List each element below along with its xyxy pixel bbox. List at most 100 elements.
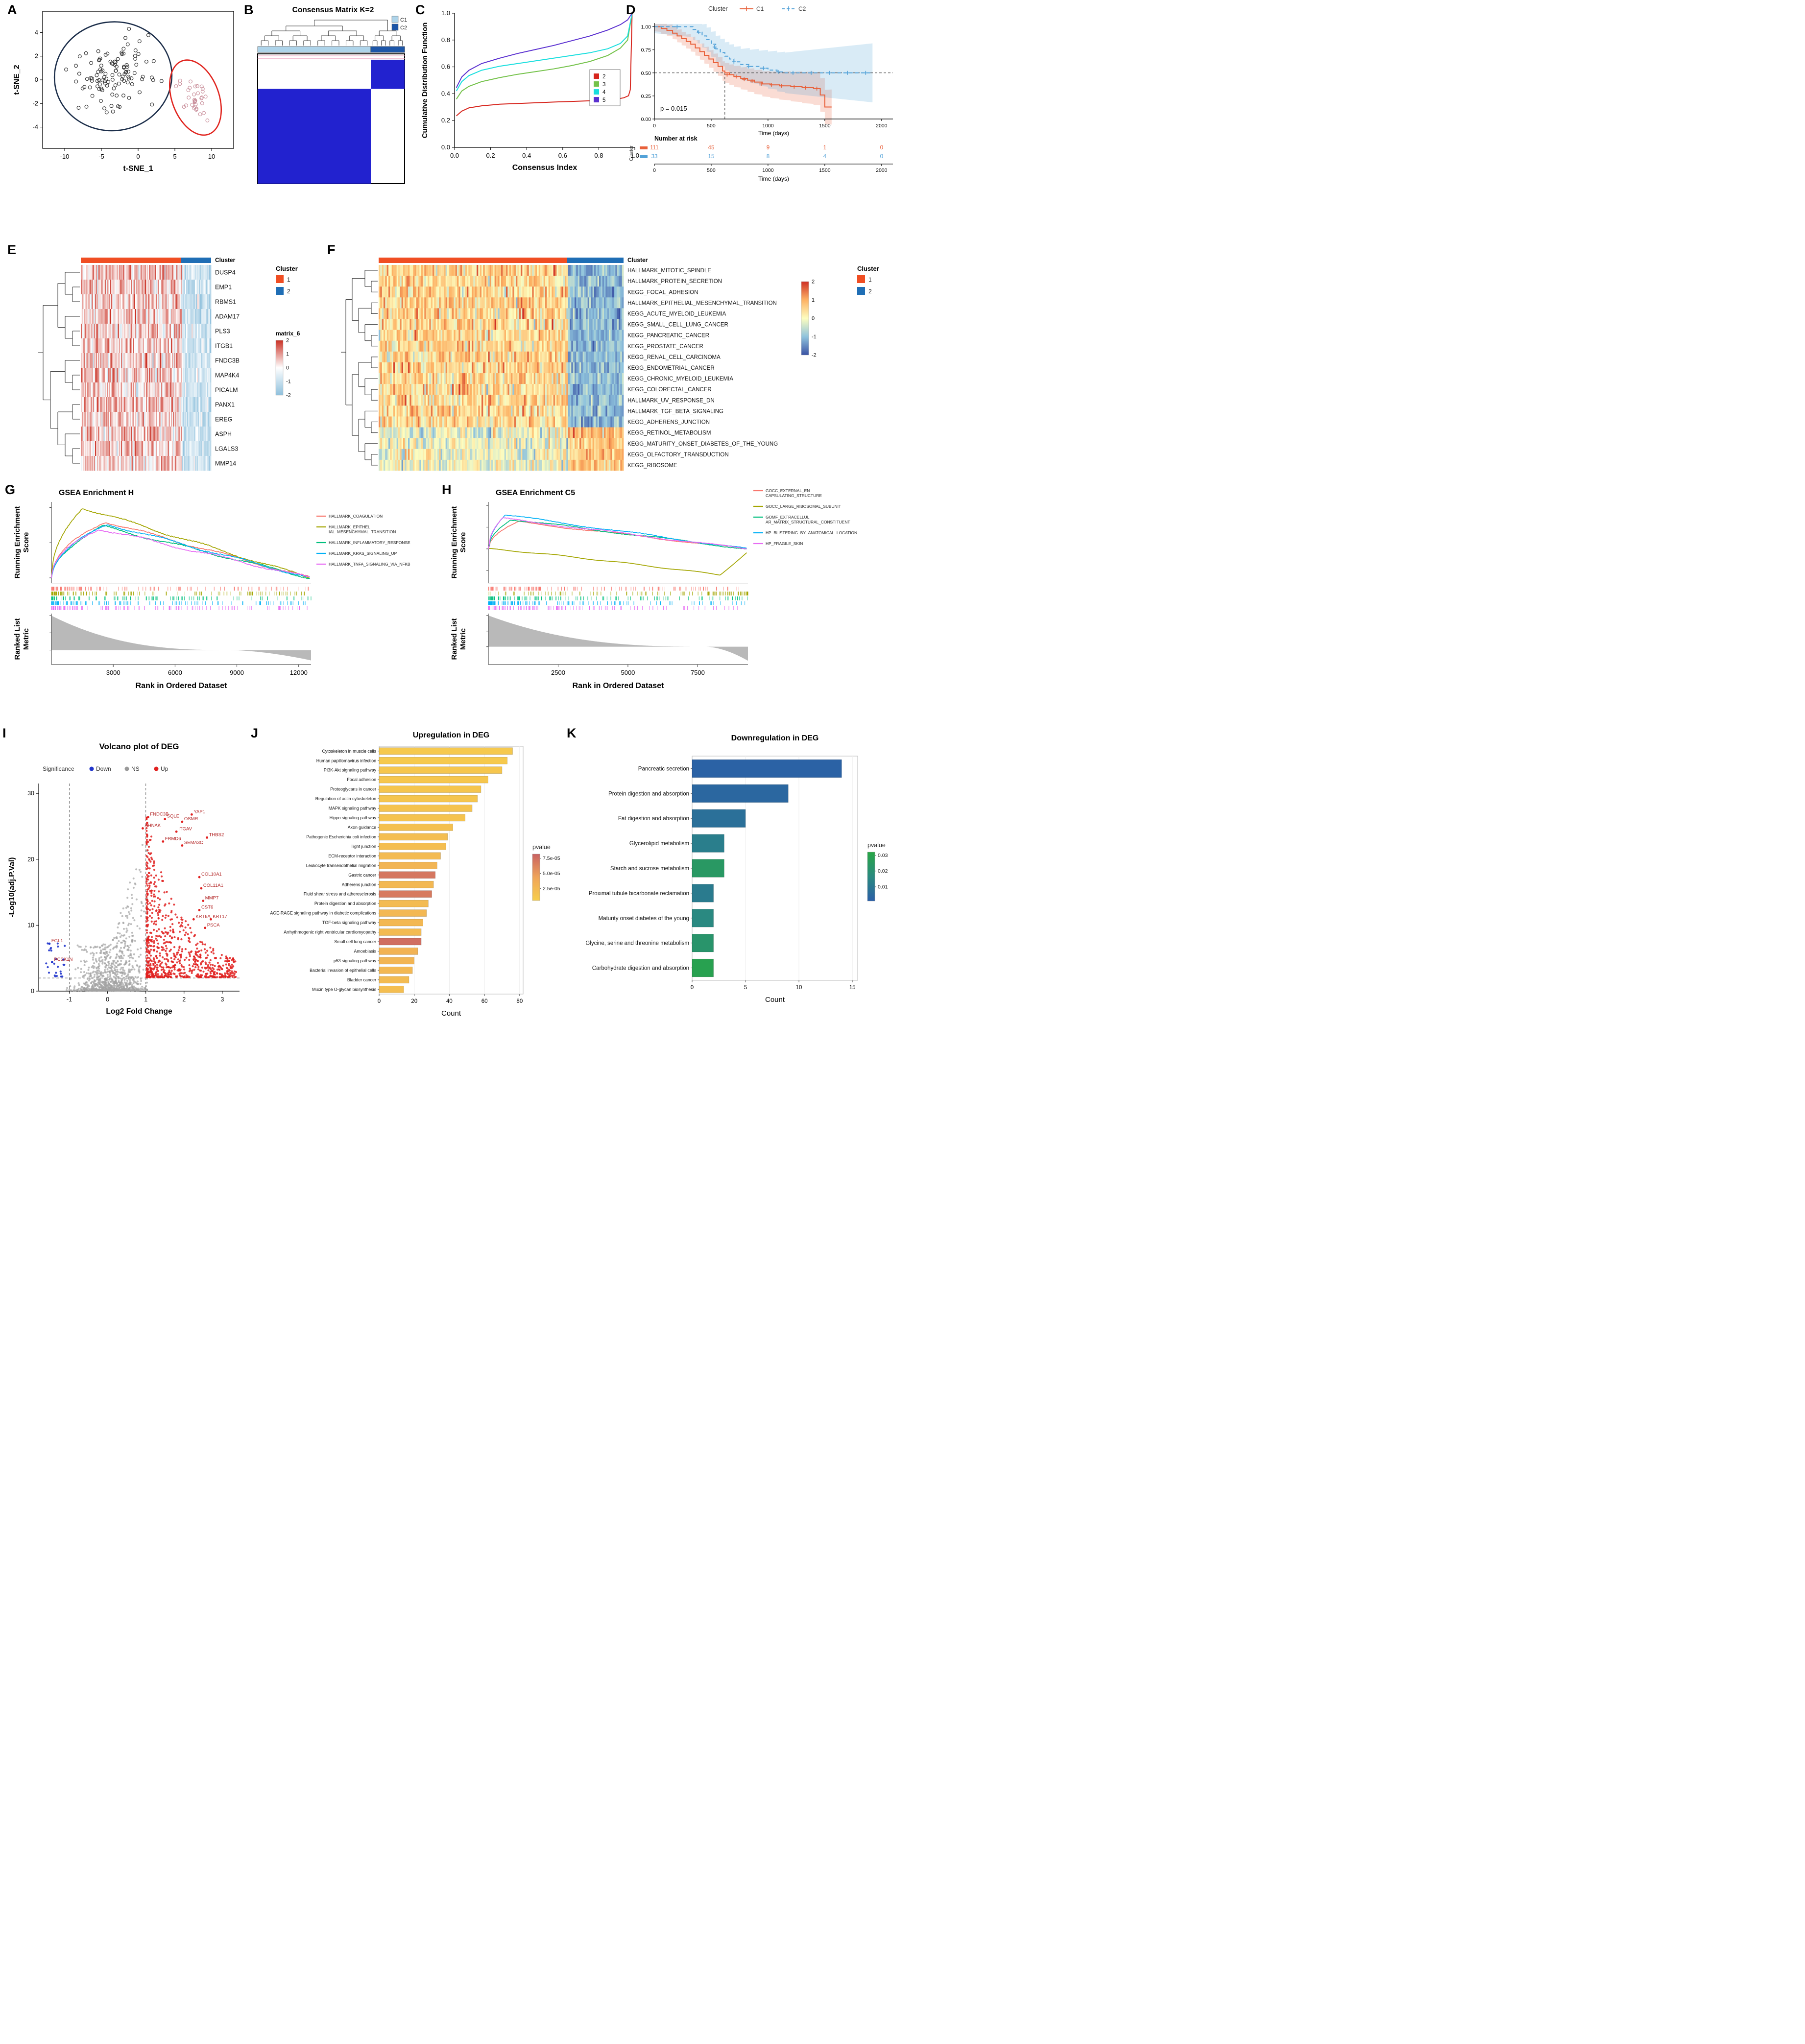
- svg-text:1.0: 1.0: [441, 9, 450, 17]
- svg-text:C2: C2: [798, 5, 806, 12]
- svg-text:-2: -2: [286, 393, 291, 399]
- tsne-scatter-chart: -10 -5 0 5 10 -4 -2 0 2 4 t-SNE_1 t-SNE_2: [13, 11, 234, 173]
- svg-text:Cluster: Cluster: [276, 265, 298, 272]
- panel-c-cdf: C 0.0 0.2 0.4 0.6 0.8 1.0 0.0 0.2 0.4 0.6 0.8 1.0 Co…: [415, 2, 643, 193]
- panel-h-gsea-c5: H GSEA Enrichment C5 2500 5000 7500 Rank in …: [442, 482, 902, 725]
- kaplan-meier-chart: 0 500 1000 1500 20000.000.250.500.751.00Time…: [629, 5, 893, 182]
- svg-text:0.8: 0.8: [441, 36, 450, 44]
- svg-text:p = 0.015: p = 0.015: [660, 105, 687, 112]
- svg-text:0: 0: [286, 365, 289, 371]
- svg-text:0: 0: [653, 123, 656, 129]
- panel-e-gene-heatmap: E Cluster DUSP4 EMP1 RBMS1 ADAM17 PLS3 ITGB1 FN…: [7, 242, 321, 480]
- svg-text:4: 4: [35, 28, 38, 36]
- svg-text:matrix_6: matrix_6: [276, 330, 300, 337]
- svg-text:0.50: 0.50: [641, 71, 651, 76]
- panel-g-gsea-h: G GSEA Enrichment H 3000 6000 9000 12000 Rank…: [5, 482, 441, 725]
- svg-text:-10: -10: [60, 153, 70, 160]
- svg-text:4: 4: [823, 154, 827, 160]
- svg-text:5: 5: [602, 97, 605, 103]
- svg-text:C1: C1: [756, 5, 764, 12]
- svg-text:0.2: 0.2: [441, 117, 450, 124]
- svg-text:33: 33: [651, 154, 658, 160]
- panel-g-label: G: [5, 482, 16, 497]
- svg-text:C2: C2: [400, 25, 407, 31]
- svg-text:8: 8: [767, 154, 770, 160]
- svg-text:C1: C1: [400, 17, 407, 23]
- svg-text:45: 45: [708, 145, 715, 151]
- svg-text:Cluster: Cluster: [629, 145, 634, 161]
- gene-heatmap-chart: Cluster DUSP4 EMP1 RBMS1 ADAM17 PLS3 ITGB1 FNDC…: [38, 257, 300, 471]
- cdf-line-chart: 0.0 0.2 0.4 0.6 0.8 1.0 0.0 0.2 0.4 0.6 0.8 1.0 Cons…: [421, 9, 639, 172]
- svg-text:Time (days): Time (days): [758, 130, 789, 137]
- svg-text:EREG: EREG: [215, 416, 232, 423]
- panel-b-consensus-matrix: B Consensus Matrix K=2 C1 C2: [244, 2, 415, 193]
- figure: A -10 -5 0 5 10 -4 -2 0 2 4 t-SNE_1 t-SNE_2 B Conse…: [0, 0, 904, 1023]
- panel-i-label: I: [2, 726, 6, 740]
- svg-text:Cluster: Cluster: [215, 257, 236, 263]
- svg-text:0.2: 0.2: [486, 152, 495, 159]
- svg-text:1: 1: [823, 145, 826, 151]
- svg-text:ASPH: ASPH: [215, 430, 232, 437]
- svg-text:1000: 1000: [762, 167, 774, 173]
- svg-text:5: 5: [173, 153, 176, 160]
- svg-text:1.00: 1.00: [641, 24, 651, 30]
- panel-j-upregulation-bars: J Upregulation in DEG Cytoskeleton in mus…: [251, 726, 567, 1022]
- svg-text:500: 500: [707, 123, 716, 129]
- svg-text:0: 0: [880, 154, 883, 160]
- panel-c-label: C: [415, 2, 425, 17]
- panel-k-label: K: [567, 726, 577, 740]
- panel-f-pathway-heatmap: F Cluster HALLMARK_MITOTIC_SPINDLE HALLMAR…: [327, 242, 903, 480]
- svg-text:0.6: 0.6: [441, 63, 450, 71]
- svg-text:PANX1: PANX1: [215, 401, 235, 408]
- svg-text:MAP4K4: MAP4K4: [215, 372, 239, 379]
- panel-b-label: B: [244, 2, 254, 17]
- svg-text:0.6: 0.6: [558, 152, 567, 159]
- svg-text:0.0: 0.0: [450, 152, 459, 159]
- svg-text:ADAM17: ADAM17: [215, 313, 240, 320]
- svg-text:9: 9: [767, 145, 770, 151]
- svg-text:Time (days): Time (days): [758, 175, 789, 182]
- svg-text:0.4: 0.4: [522, 152, 531, 159]
- svg-text:0: 0: [653, 167, 656, 173]
- svg-text:1: 1: [287, 276, 290, 283]
- svg-text:t-SNE_2: t-SNE_2: [13, 65, 21, 95]
- svg-text:2000: 2000: [876, 167, 888, 173]
- svg-text:EMP1: EMP1: [215, 284, 232, 290]
- svg-text:0: 0: [35, 76, 38, 83]
- panel-j-label: J: [251, 726, 259, 740]
- svg-text:2: 2: [286, 338, 289, 344]
- panel-i-volcano: I Volcano plot of DEG Significance Down NS U…: [2, 726, 250, 1022]
- svg-text:ITGB1: ITGB1: [215, 342, 233, 349]
- svg-text:-2: -2: [32, 99, 38, 107]
- panel-d-label: D: [626, 2, 636, 17]
- svg-text:0.4: 0.4: [441, 90, 450, 97]
- svg-text:0.0: 0.0: [441, 143, 450, 151]
- svg-text:-5: -5: [98, 153, 104, 160]
- svg-text:Cumulative Distribution Functi: Cumulative Distribution Function: [421, 23, 429, 139]
- panel-d-survival: D 0 500 1000 1500 2000 0.00 0.25 0.50 0.75 1.00 Ti…: [626, 2, 903, 193]
- svg-text:1000: 1000: [762, 123, 774, 129]
- svg-text:RBMS1: RBMS1: [215, 298, 236, 305]
- panel-f-label: F: [327, 242, 336, 257]
- consensus-matrix-chart: Consensus Matrix K=2 C1 C2: [257, 6, 407, 184]
- svg-text:2: 2: [35, 52, 38, 60]
- svg-text:111: 111: [650, 145, 658, 151]
- svg-text:0.75: 0.75: [641, 48, 651, 53]
- svg-text:0: 0: [136, 153, 140, 160]
- panel-a-tsne: A -10 -5 0 5 10 -4 -2 0 2 4 t-SNE_1 t-SNE_2: [7, 2, 242, 193]
- svg-text:1500: 1500: [819, 167, 831, 173]
- svg-text:2: 2: [602, 74, 605, 80]
- svg-text:2000: 2000: [876, 123, 888, 129]
- svg-text:4: 4: [602, 90, 606, 95]
- svg-text:Consensus Matrix K=2: Consensus Matrix K=2: [292, 6, 374, 14]
- svg-text:-1: -1: [286, 379, 291, 385]
- svg-text:15: 15: [708, 154, 715, 160]
- svg-text:LGALS3: LGALS3: [215, 445, 238, 452]
- svg-text:1.0: 1.0: [630, 152, 639, 159]
- svg-text:Number at risk: Number at risk: [654, 135, 698, 142]
- svg-text:MMP14: MMP14: [215, 460, 236, 467]
